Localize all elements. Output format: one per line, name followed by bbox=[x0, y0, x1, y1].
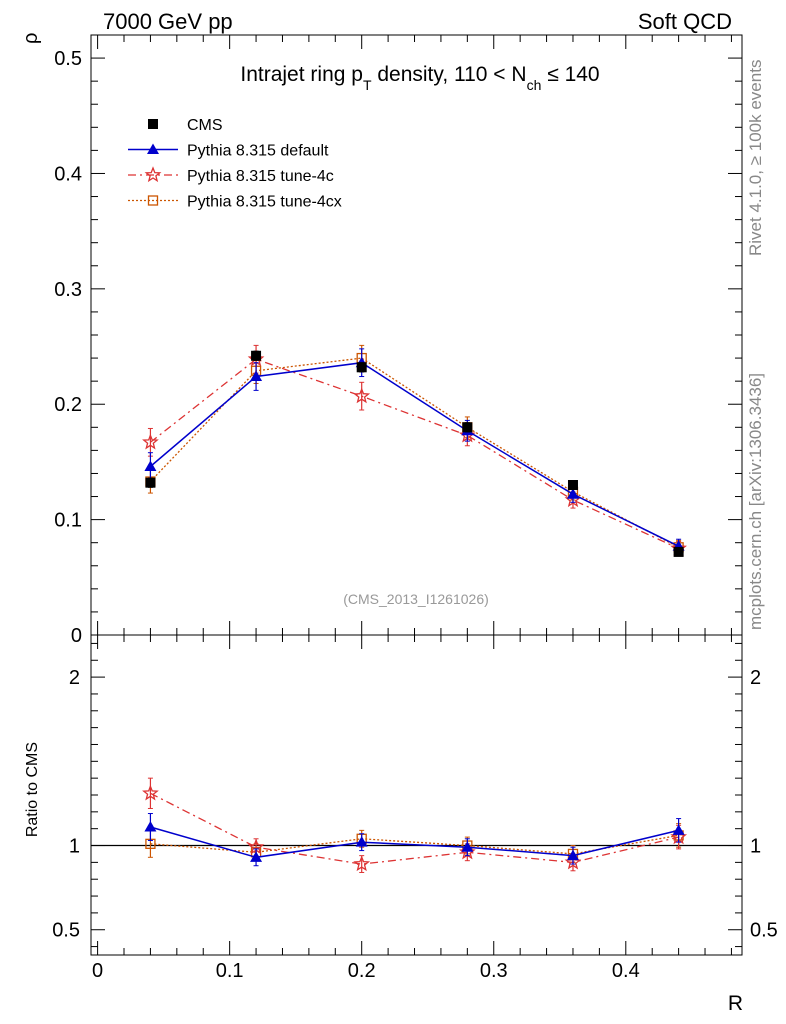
y-tick-label: 0.5 bbox=[54, 48, 82, 70]
main-title: Intrajet ring pT density, 110 < Nch ≤ 14… bbox=[240, 63, 599, 93]
legend-label-tune4c: Pythia 8.315 tune-4c bbox=[187, 168, 334, 185]
x-tick-label: 0.4 bbox=[612, 960, 640, 982]
main-line-tune4c bbox=[149, 358, 679, 550]
ratio-y-tick-label: 0.5 bbox=[52, 920, 80, 942]
title-sub-1: T bbox=[363, 77, 372, 93]
main-point-cms bbox=[462, 422, 473, 433]
main-point-cms bbox=[567, 480, 578, 490]
site-side-label: mcplots.cern.ch [arXiv:1306.3436] bbox=[746, 373, 765, 630]
title-part-1: Intrajet ring p bbox=[240, 63, 363, 86]
ratio-frame bbox=[90, 634, 743, 956]
x-tick-label: 0.1 bbox=[216, 960, 244, 982]
title-part-3: ≤ 140 bbox=[541, 63, 599, 86]
category-label: Soft QCD bbox=[638, 9, 732, 34]
y-tick-label: 0.3 bbox=[54, 279, 82, 301]
main-line-tune4cx bbox=[149, 357, 679, 548]
energy-label: 7000 GeV pp bbox=[103, 9, 233, 34]
ratio-plot bbox=[91, 777, 742, 873]
ratio-y-tick-label: 1 bbox=[69, 836, 80, 858]
legend: CMS Pythia 8.315 default Pythia 8.315 tune… bbox=[128, 117, 342, 211]
ratio-y-tick-label: 0.5 bbox=[750, 920, 778, 942]
y-tick-label: 0.1 bbox=[54, 510, 82, 532]
legend-marker-default bbox=[147, 143, 159, 154]
main-plot bbox=[142, 344, 687, 557]
y-tick-label: 0 bbox=[71, 625, 82, 647]
legend-label-default: Pythia 8.315 default bbox=[187, 143, 329, 160]
ratio-ticks: 0 0.1 0.2 0.3 0.4 0.5 0.5 1 1 2 2 bbox=[52, 635, 778, 982]
ratio-line-default bbox=[150, 826, 679, 859]
title-sub-2: ch bbox=[527, 77, 542, 93]
x-tick-label: 0.3 bbox=[480, 960, 508, 982]
x-axis-label: R bbox=[728, 992, 743, 1015]
legend-marker-cms bbox=[148, 119, 158, 129]
main-errorbar-tune4c bbox=[359, 381, 365, 411]
ratio-point-default bbox=[250, 851, 263, 862]
y-tick-label: 0.2 bbox=[54, 394, 82, 416]
ratio-point-default bbox=[355, 836, 368, 847]
ratio-errorbar-tune4c bbox=[147, 777, 153, 809]
main-point-default bbox=[566, 488, 579, 499]
ratio-point-default bbox=[566, 849, 579, 861]
main-point-default bbox=[250, 370, 263, 382]
y-axis-label-ratio: Ratio to CMS bbox=[24, 742, 41, 837]
ratio-point-tune4c bbox=[353, 855, 371, 872]
main-point-cms bbox=[673, 546, 684, 557]
legend-label-cms: CMS bbox=[187, 117, 223, 134]
ratio-point-default bbox=[461, 841, 474, 852]
legend-marker-tune4c bbox=[144, 166, 162, 183]
main-errorbar-tune4c bbox=[147, 427, 153, 457]
ratio-y-tick-label: 2 bbox=[750, 667, 761, 689]
ratio-point-tune4c bbox=[142, 784, 159, 801]
main-line-default bbox=[149, 361, 679, 547]
analysis-id: (CMS_2013_I1261026) bbox=[343, 591, 489, 607]
main-point-cms bbox=[251, 350, 262, 361]
ratio-y-tick-label: 1 bbox=[750, 836, 761, 858]
legend-marker-tune4cx bbox=[147, 195, 159, 206]
ratio-point-default bbox=[672, 824, 685, 835]
ratio-y-tick-label: 2 bbox=[69, 667, 80, 689]
ratio-point-default bbox=[144, 821, 157, 832]
y-tick-label: 0.4 bbox=[54, 163, 82, 185]
main-point-default bbox=[144, 460, 157, 472]
x-tick-label: 0 bbox=[92, 960, 103, 982]
main-point-cms bbox=[356, 362, 367, 373]
ratio-line-tune4cx bbox=[150, 834, 679, 855]
ratio-line-tune4c bbox=[150, 792, 679, 865]
main-ticks: 0 0.1 0.2 0.3 0.4 0.5 bbox=[54, 34, 742, 647]
main-point-tune4c bbox=[142, 433, 159, 450]
legend-label-tune4cx: Pythia 8.315 tune-4cx bbox=[187, 194, 342, 211]
main-point-cms bbox=[145, 477, 156, 488]
title-part-2: density, 110 < N bbox=[372, 63, 527, 86]
main-point-tune4c bbox=[353, 387, 371, 404]
y-axis-label-main: ρ bbox=[20, 33, 42, 44]
rivet-side-label: Rivet 4.1.0, ≥ 100k events bbox=[746, 60, 765, 256]
x-tick-label: 0.2 bbox=[348, 960, 376, 982]
